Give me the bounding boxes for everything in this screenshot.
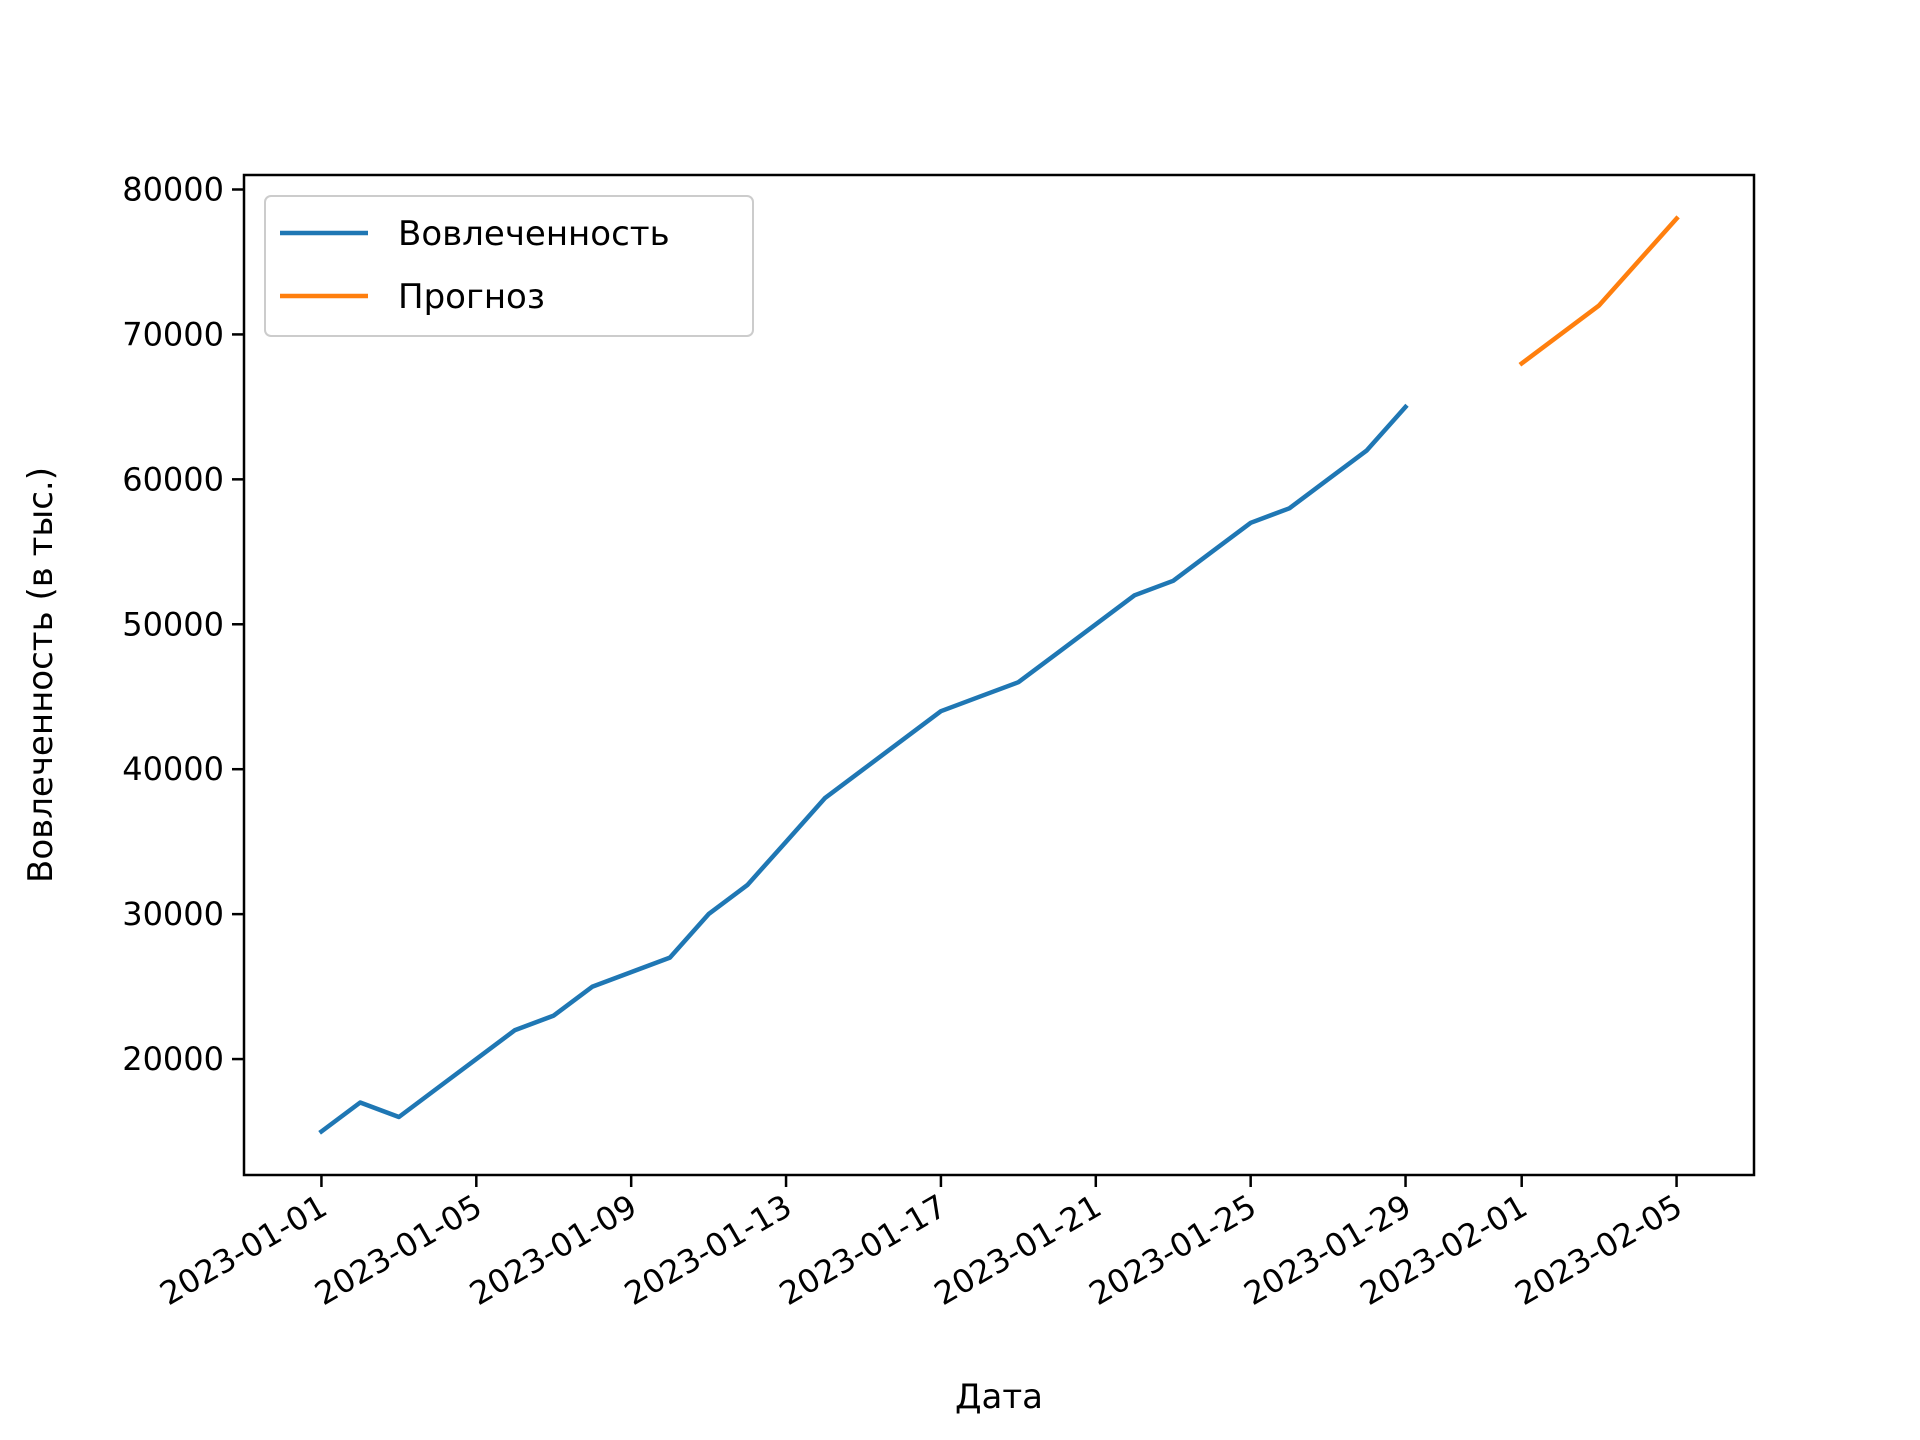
legend-label-0: Вовлеченность [398,214,670,254]
legend-box [264,195,754,337]
series-line-0 [318,403,1409,1135]
x-tick-label: 2023-01-13 [618,1187,798,1313]
x-axis: 2023-01-012023-01-052023-01-092023-01-13… [153,1175,1689,1313]
y-tick-label: 60000 [122,460,224,498]
x-tick-label: 2023-02-05 [1509,1187,1689,1313]
x-axis-label: Дата [955,1377,1043,1417]
x-tick-label: 2023-01-17 [773,1187,953,1313]
legend: Вовлеченность Прогноз [264,195,754,337]
x-tick-label: 2023-01-01 [153,1187,333,1313]
x-tick-label: 2023-01-21 [928,1187,1108,1313]
y-tick-label: 70000 [122,315,224,353]
y-axis: 20000 30000 40000 50000 60000 70000 80000 [122,170,244,1078]
legend-label-1: Прогноз [398,277,545,317]
y-tick-label: 20000 [122,1040,224,1078]
series-line-1 [1518,215,1680,367]
plot-frame [242,173,1756,1177]
y-tick-label: 80000 [122,170,224,208]
y-axis-label: Вовлеченность (в тыс.) [21,467,61,883]
x-tick-label: 2023-01-25 [1083,1187,1263,1313]
series-layer [318,215,1680,1135]
x-tick-label: 2023-01-05 [308,1187,488,1313]
y-tick-label: 50000 [122,605,224,643]
plot-area [244,175,1754,1175]
y-tick-label: 30000 [122,895,224,933]
y-tick-label: 40000 [122,750,224,788]
x-tick-label: 2023-01-09 [463,1187,643,1313]
